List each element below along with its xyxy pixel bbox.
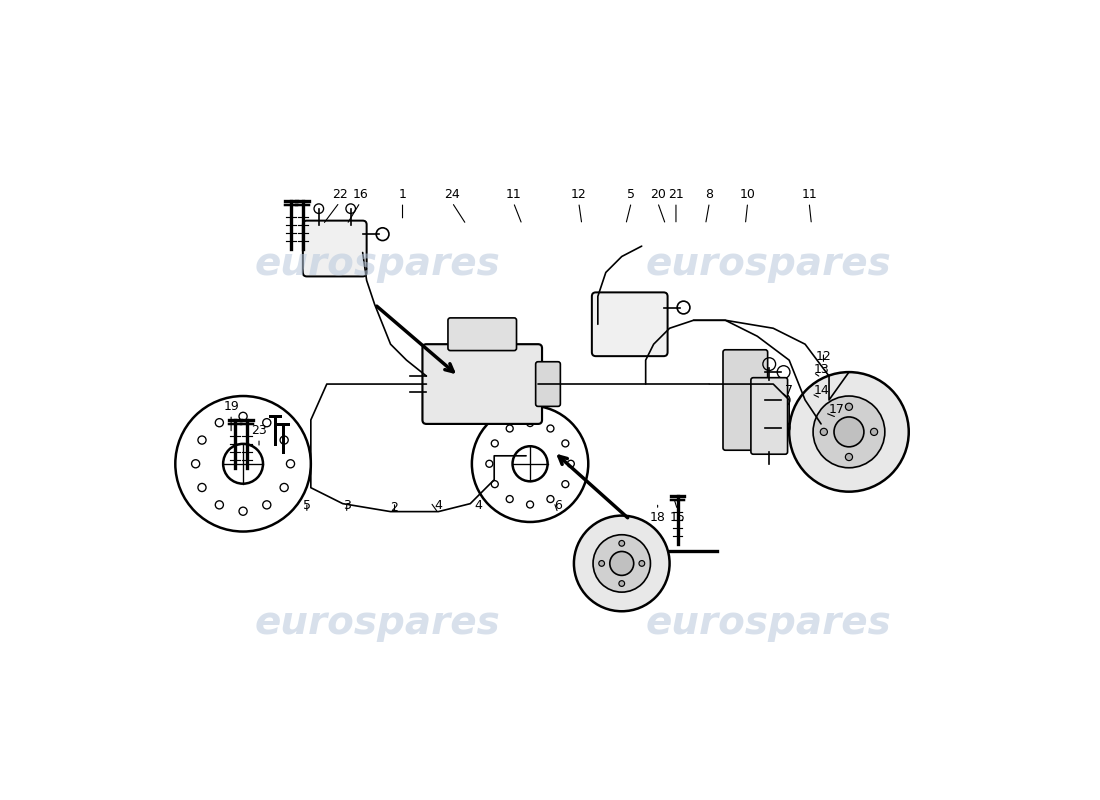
FancyBboxPatch shape [448, 318, 517, 350]
Text: 14: 14 [813, 384, 829, 397]
Text: 15: 15 [670, 511, 685, 525]
Text: 11: 11 [801, 188, 817, 201]
Text: eurospares: eurospares [646, 604, 891, 642]
Text: 19: 19 [223, 400, 239, 413]
FancyBboxPatch shape [302, 221, 366, 277]
Text: 12: 12 [815, 350, 832, 362]
Text: eurospares: eurospares [255, 246, 500, 283]
Text: 6: 6 [554, 498, 562, 512]
Text: 7: 7 [785, 384, 793, 397]
Text: 16: 16 [352, 188, 368, 201]
Text: 12: 12 [571, 188, 586, 201]
Circle shape [813, 396, 884, 468]
Text: 21: 21 [668, 188, 684, 201]
Text: 24: 24 [444, 188, 460, 201]
Text: 11: 11 [506, 188, 521, 201]
Text: 8: 8 [705, 188, 714, 201]
Circle shape [619, 581, 625, 586]
FancyBboxPatch shape [751, 378, 788, 454]
Text: 5: 5 [302, 498, 311, 512]
Circle shape [619, 541, 625, 546]
Text: 1: 1 [398, 188, 407, 201]
Text: eurospares: eurospares [255, 604, 500, 642]
Text: 4: 4 [434, 498, 442, 512]
Text: 23: 23 [251, 424, 267, 437]
Circle shape [789, 372, 909, 492]
Circle shape [870, 428, 878, 435]
Circle shape [834, 417, 864, 447]
FancyBboxPatch shape [536, 362, 560, 406]
Circle shape [598, 561, 605, 566]
FancyBboxPatch shape [422, 344, 542, 424]
Text: 20: 20 [650, 188, 666, 201]
Circle shape [609, 551, 634, 575]
Circle shape [593, 534, 650, 592]
Circle shape [821, 428, 827, 435]
Circle shape [846, 403, 852, 410]
Text: eurospares: eurospares [646, 246, 891, 283]
Text: 22: 22 [332, 188, 348, 201]
Text: 3: 3 [343, 498, 351, 512]
FancyBboxPatch shape [592, 292, 668, 356]
Text: 2: 2 [390, 501, 398, 514]
Text: 5: 5 [627, 188, 636, 201]
FancyBboxPatch shape [723, 350, 768, 450]
Text: 10: 10 [740, 188, 756, 201]
Text: 13: 13 [813, 363, 829, 376]
Text: 17: 17 [829, 403, 845, 416]
Text: 18: 18 [650, 511, 666, 525]
Circle shape [574, 515, 670, 611]
Circle shape [639, 561, 645, 566]
Circle shape [846, 454, 852, 461]
Text: 4: 4 [474, 498, 482, 512]
